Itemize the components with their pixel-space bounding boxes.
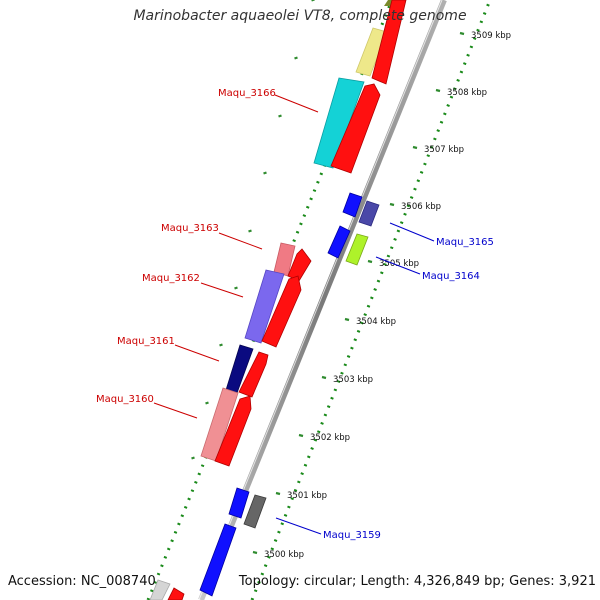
gene-label-leader <box>200 282 244 298</box>
gene-label[interactable]: Maqu_3163 <box>161 223 219 234</box>
scale-tick-mark <box>389 202 395 207</box>
gene-arrow-bottom-blue <box>199 523 237 597</box>
outer-tick <box>219 343 223 347</box>
gene-label-leader <box>389 222 435 242</box>
forward-gene-arrows <box>167 0 407 600</box>
topology-text: Topology: circular; Length: 4,326,849 bp… <box>238 574 596 589</box>
gene-arrow-maqu-3159-a <box>228 487 250 519</box>
gene-arrow-maqu-3165-a <box>342 192 363 218</box>
scale-tick-mark <box>412 145 418 150</box>
feature-block-khaki <box>355 27 388 77</box>
scale-tick-label: 3507 kbp <box>424 145 464 155</box>
feature-block-cyan <box>313 77 365 169</box>
scale-tick-label: 3505 kbp <box>379 259 419 269</box>
scale-tick-label: 3502 kbp <box>310 433 350 443</box>
outer-tick <box>278 114 282 118</box>
gene-label-leader <box>218 232 263 250</box>
gene-label[interactable]: Maqu_3159 <box>323 530 381 541</box>
gene-label[interactable]: Maqu_3160 <box>96 394 154 405</box>
gene-arrow-maqu-3162 <box>261 275 302 348</box>
scale-tick-mark <box>321 375 327 380</box>
scale-tick-label: 3503 kbp <box>333 375 373 385</box>
gene-arrow-bottom-red <box>167 587 185 600</box>
outer-tick <box>248 229 252 233</box>
gene-label-leader <box>375 256 421 275</box>
outer-tick-marks <box>191 0 315 460</box>
outer-tick <box>294 56 298 60</box>
gene-arrow-maqu-3159-b <box>243 494 267 529</box>
scale-tick-label: 3500 kbp <box>264 550 304 560</box>
gene-label[interactable]: Maqu_3162 <box>142 273 200 284</box>
gene-label[interactable]: Maqu_3165 <box>436 237 494 248</box>
gene-arrow-maqu-3167 <box>371 0 407 85</box>
gene-label-leader <box>275 517 322 535</box>
scale-tick-label: 3508 kbp <box>447 88 487 98</box>
scale-tick-mark <box>367 259 373 264</box>
outer-tick <box>205 401 209 405</box>
gene-label[interactable]: Maqu_3161 <box>117 336 175 347</box>
scale-tick-mark <box>435 88 441 93</box>
map-title: Marinobacter aquaeolei VT8, complete gen… <box>133 8 467 24</box>
gene-arrow-maqu-3166 <box>330 83 381 174</box>
gene-arrow-maqu-3165-b <box>358 200 380 227</box>
scale-tick-mark <box>298 433 304 438</box>
feature-block-silver <box>149 579 171 600</box>
gene-label-leader <box>153 402 198 419</box>
feature-block-slateblue <box>244 269 285 344</box>
gene-arrow-maqu-3160 <box>214 395 252 467</box>
outer-tick <box>234 286 238 290</box>
outer-tick <box>263 171 267 175</box>
scale-tick-label: 3501 kbp <box>287 491 327 501</box>
scale-tick-label: 3509 kbp <box>471 31 511 41</box>
scale-tick-label: 3506 kbp <box>401 202 441 212</box>
forward-feature-lane <box>149 0 400 600</box>
outer-tick <box>191 456 195 460</box>
accession-text: Accession: NC_008740 <box>8 574 156 589</box>
gene-label-leader <box>174 344 220 362</box>
scale-tick-mark <box>459 31 465 36</box>
gene-labels: Maqu_3166 Maqu_3163 Maqu_3162 Maqu_3161 Maqu… <box>96 88 494 541</box>
gene-label-leader <box>274 94 319 113</box>
gene-label[interactable]: Maqu_3164 <box>422 271 480 282</box>
outer-tick <box>311 0 315 2</box>
gene-label[interactable]: Maqu_3166 <box>218 88 276 99</box>
gene-arrow-maqu-3161 <box>238 351 269 398</box>
scale-tick-label: 3504 kbp <box>356 317 396 327</box>
scale-tick-mark <box>275 491 281 496</box>
reverse-gene-arrows <box>199 192 380 597</box>
scale-ticks: 3500 kbp 3501 kbp 3502 kbp 3503 kbp 3504 kbp… <box>252 31 511 560</box>
gene-arrow-maqu-3164-b <box>345 233 369 266</box>
scale-tick-mark <box>344 317 350 322</box>
scale-tick-mark <box>252 550 258 555</box>
gene-arrow-maqu-3164-a <box>327 225 351 259</box>
